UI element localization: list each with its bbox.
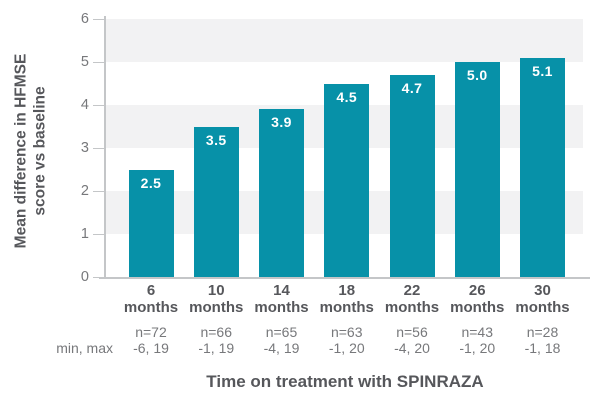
x-label-month-unit: months (384, 299, 440, 316)
x-label-month-unit: months (254, 299, 309, 316)
y-axis-title-line2: score vs baseline (31, 86, 48, 216)
min-max-value-label: -1, 20 (328, 340, 365, 356)
x-label-month-number: 18 (338, 282, 356, 299)
x-axis-title: Time on treatment with SPINRAZA (206, 372, 484, 391)
bar-6-months: 2.5 (128, 169, 174, 277)
x-label-month-unit: months (450, 299, 505, 316)
bar-26-months: 5.0 (454, 62, 500, 277)
y-tick-mark (93, 190, 104, 192)
min-max-row-label: min, max (56, 340, 113, 356)
y-tick-mark (93, 61, 104, 63)
min-max-value-label: -1, 19 (198, 340, 235, 356)
y-tick-label: 4 (80, 97, 89, 113)
bar-value-label: 3.5 (205, 131, 227, 148)
y-tick-label: 6 (80, 11, 89, 27)
min-max-value-label: -1, 18 (524, 340, 561, 356)
y-tick-mark (93, 104, 104, 106)
x-label-month-number: 10 (207, 282, 225, 299)
min-max-value-label: -4, 20 (394, 340, 430, 356)
bar-value-label: 3.9 (271, 114, 292, 131)
min-max-value-label: -6, 19 (133, 340, 169, 356)
x-label-month-number: 6 (146, 282, 156, 299)
x-label-month-unit: months (515, 299, 570, 316)
x-label-month-unit: months (189, 299, 244, 316)
bar-14-months: 3.9 (259, 109, 304, 277)
n-value-label: n=63 (330, 324, 363, 340)
x-label-month-number: 22 (403, 282, 421, 299)
y-tick-mark (93, 233, 104, 235)
y-tick-label: 0 (80, 269, 89, 285)
y-tick-label: 3 (80, 140, 89, 156)
x-axis-line (99, 276, 590, 279)
n-value-label: n=28 (526, 324, 559, 340)
n-value-label: n=66 (200, 324, 233, 340)
y-tick-mark (93, 276, 104, 278)
x-label-month-number: 30 (534, 282, 551, 299)
y-axis-title-line1: Mean difference in HFMSE (12, 53, 30, 249)
n-value-label: n=72 (135, 324, 167, 340)
y-axis-title: Mean difference in HFMSE score vs baseli… (12, 54, 49, 249)
y-axis-line (104, 16, 106, 277)
n-value-label: n=65 (265, 324, 298, 340)
grid-band (105, 19, 583, 62)
bar-22-months: 4.7 (389, 74, 435, 277)
y-tick-label: 5 (80, 54, 89, 70)
bar-value-label: 5.0 (466, 67, 488, 83)
bar-30-months: 5.1 (520, 57, 565, 277)
min-max-value-label: -4, 19 (263, 340, 300, 356)
x-label-month-number: 14 (273, 282, 290, 299)
x-label-month-unit: months (319, 299, 374, 316)
y-tick-mark (93, 18, 104, 20)
x-label-month-unit: months (123, 299, 179, 316)
min-max-value-label: -1, 20 (459, 340, 496, 356)
bar-value-label: 5.1 (532, 62, 553, 79)
y-tick-label: 2 (80, 183, 89, 199)
bar-value-label: 2.5 (140, 174, 162, 191)
y-tick-label: 1 (80, 226, 89, 242)
n-value-label: n=56 (396, 324, 428, 340)
bar-value-label: 4.5 (336, 88, 358, 105)
bar-10-months: 3.5 (193, 126, 239, 277)
y-tick-mark (93, 147, 104, 149)
x-label-month-number: 26 (468, 282, 486, 299)
n-value-label: n=43 (461, 324, 494, 340)
bar-value-label: 4.7 (401, 79, 423, 96)
bar-18-months: 4.5 (324, 83, 370, 277)
